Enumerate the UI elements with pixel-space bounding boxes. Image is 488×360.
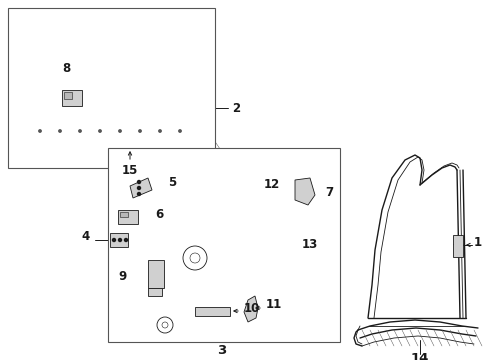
Circle shape	[99, 130, 101, 132]
Circle shape	[137, 193, 140, 195]
Circle shape	[79, 130, 81, 132]
Bar	[110, 233, 128, 247]
Text: 5: 5	[168, 176, 176, 189]
Bar	[118, 210, 138, 224]
Circle shape	[118, 238, 121, 242]
Circle shape	[179, 130, 181, 132]
Text: 14: 14	[410, 351, 428, 360]
Text: 7: 7	[325, 186, 332, 199]
Circle shape	[137, 180, 140, 184]
Bar	[8, 8, 215, 168]
Circle shape	[137, 186, 140, 189]
Bar	[64, 92, 72, 99]
Polygon shape	[294, 178, 314, 205]
Bar	[148, 260, 163, 288]
Bar	[120, 212, 128, 217]
Polygon shape	[130, 178, 152, 198]
Text: 13: 13	[302, 238, 318, 252]
Bar	[62, 90, 82, 106]
Text: 15: 15	[122, 163, 138, 176]
Text: 8: 8	[62, 62, 70, 75]
Bar	[148, 288, 162, 296]
Circle shape	[139, 130, 141, 132]
Circle shape	[159, 130, 161, 132]
Bar	[195, 307, 229, 316]
Text: 12: 12	[264, 179, 280, 192]
Bar	[452, 235, 462, 257]
Text: 11: 11	[265, 298, 282, 311]
Text: 6: 6	[155, 207, 163, 220]
Circle shape	[124, 238, 127, 242]
Text: 3: 3	[217, 343, 226, 356]
Bar	[108, 148, 339, 342]
Polygon shape	[244, 296, 258, 322]
Circle shape	[119, 130, 121, 132]
Circle shape	[59, 130, 61, 132]
Text: 2: 2	[231, 102, 240, 114]
Circle shape	[112, 238, 115, 242]
Circle shape	[39, 130, 41, 132]
Text: 4: 4	[81, 230, 90, 243]
Text: 9: 9	[119, 270, 127, 284]
Text: 10: 10	[244, 302, 260, 315]
Text: 1: 1	[473, 235, 481, 248]
